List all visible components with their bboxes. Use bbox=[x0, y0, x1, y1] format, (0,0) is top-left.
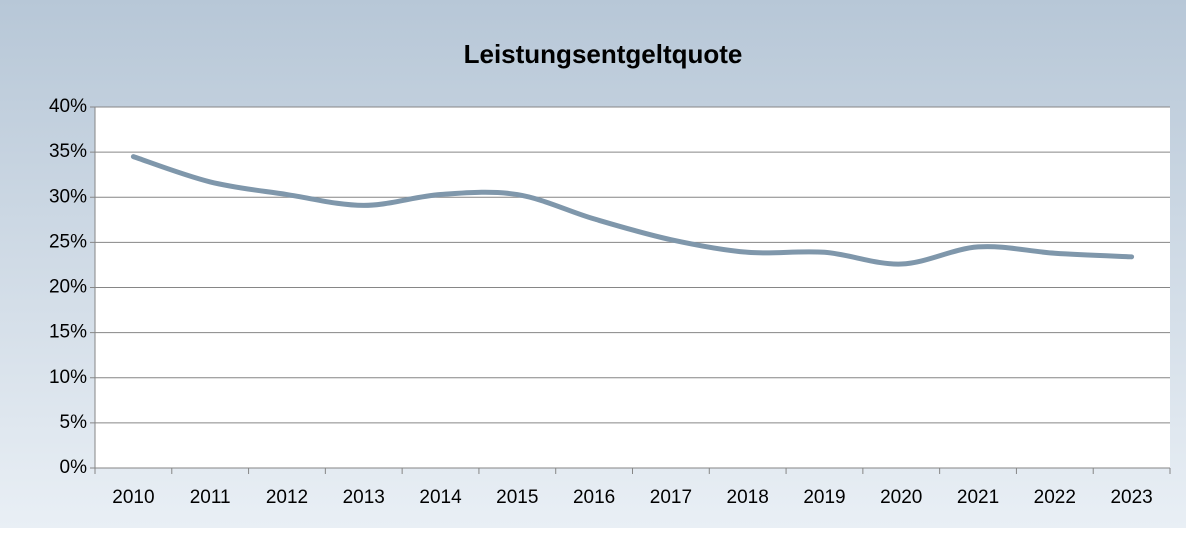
y-tick-label: 35% bbox=[49, 141, 87, 162]
x-tick-label: 2011 bbox=[190, 487, 231, 508]
y-tick-label: 0% bbox=[60, 457, 88, 478]
x-tick-label: 2019 bbox=[803, 487, 845, 508]
chart-title: Leistungsentgeltquote bbox=[464, 39, 743, 69]
x-tick-label: 2023 bbox=[1110, 487, 1152, 508]
y-tick-label: 10% bbox=[49, 367, 87, 388]
x-tick-label: 2014 bbox=[419, 487, 462, 508]
x-tick-label: 2021 bbox=[957, 487, 999, 508]
y-tick-label: 30% bbox=[49, 186, 87, 207]
y-tick-label: 5% bbox=[60, 412, 88, 433]
x-tick-label: 2016 bbox=[573, 487, 615, 508]
x-tick-label: 2017 bbox=[650, 487, 692, 508]
y-tick-label: 40% bbox=[49, 96, 87, 117]
x-tick-label: 2013 bbox=[343, 487, 385, 508]
x-tick-label: 2018 bbox=[727, 487, 769, 508]
x-tick-label: 2010 bbox=[112, 487, 154, 508]
y-tick-label: 20% bbox=[49, 277, 87, 298]
x-tick-label: 2020 bbox=[880, 487, 922, 508]
x-tick-label: 2015 bbox=[496, 487, 538, 508]
x-tick-label: 2022 bbox=[1034, 487, 1076, 508]
x-tick-label: 2012 bbox=[266, 487, 308, 508]
y-tick-label: 25% bbox=[49, 231, 87, 252]
line bbox=[130, 154, 1135, 267]
y-tick-label: 15% bbox=[49, 322, 87, 343]
